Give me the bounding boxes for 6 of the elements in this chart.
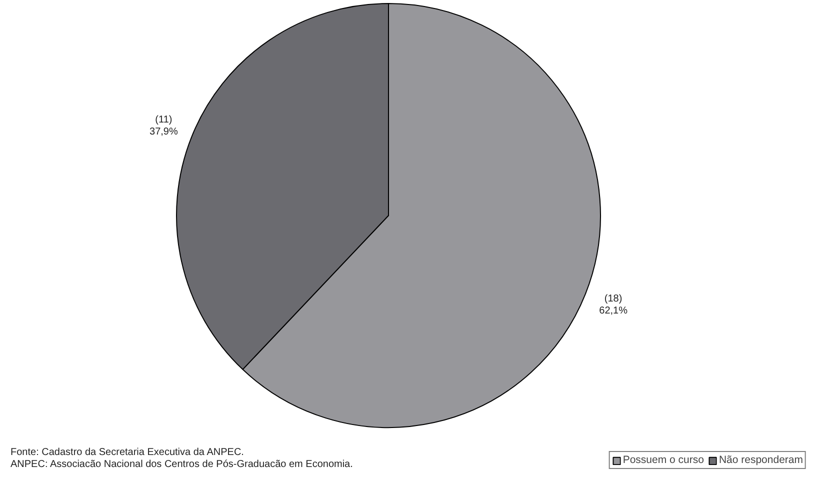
data-label: (18) 62,1% [599,294,628,317]
data-label: (11) 37,9% [150,114,178,138]
source-note: Fonte: Cadastro da Secretaria Executiva da ANPEC. [10,447,244,458]
legend-label: Não responderam [718,454,803,466]
legend-label: Possuem o curso [622,454,704,466]
text: ANPEC: Associacão Nacional dos Centros de Pós-Graduacão em Economia. [10,459,353,470]
